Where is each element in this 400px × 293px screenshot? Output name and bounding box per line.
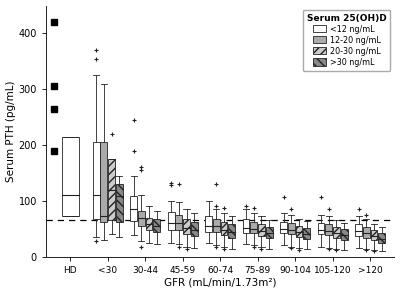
Bar xyxy=(146,218,152,230)
Bar xyxy=(303,228,310,239)
Bar xyxy=(228,224,235,238)
Bar xyxy=(250,222,257,233)
Bar xyxy=(93,142,100,219)
Y-axis label: Serum PTH (pg/mL): Serum PTH (pg/mL) xyxy=(6,80,16,182)
Bar xyxy=(288,223,295,234)
Bar xyxy=(370,230,377,241)
Bar xyxy=(341,229,348,240)
Bar xyxy=(205,217,212,231)
Bar xyxy=(100,142,107,222)
Bar xyxy=(243,219,250,233)
Bar xyxy=(318,223,324,234)
Bar xyxy=(168,212,174,230)
Bar xyxy=(296,226,302,237)
Bar xyxy=(153,219,160,232)
Bar xyxy=(213,219,220,232)
Bar xyxy=(325,224,332,236)
Bar xyxy=(333,227,340,238)
Bar xyxy=(183,219,190,234)
Bar xyxy=(355,224,362,236)
Bar xyxy=(108,159,115,220)
X-axis label: GFR (mL/min/1.73m²): GFR (mL/min/1.73m²) xyxy=(164,277,276,287)
Bar xyxy=(176,215,182,230)
Bar xyxy=(130,196,137,222)
Bar xyxy=(378,233,385,243)
Bar xyxy=(62,137,79,217)
Bar xyxy=(221,222,227,236)
Legend: <12 ng/mL, 12-20 ng/mL, 20-30 ng/mL, >30 ng/mL: <12 ng/mL, 12-20 ng/mL, 20-30 ng/mL, >30… xyxy=(303,10,390,71)
Bar xyxy=(266,226,272,238)
Bar xyxy=(363,226,370,238)
Bar xyxy=(138,211,145,226)
Bar xyxy=(280,222,287,233)
Bar xyxy=(191,222,198,236)
Bar xyxy=(116,184,123,222)
Bar xyxy=(258,224,265,236)
